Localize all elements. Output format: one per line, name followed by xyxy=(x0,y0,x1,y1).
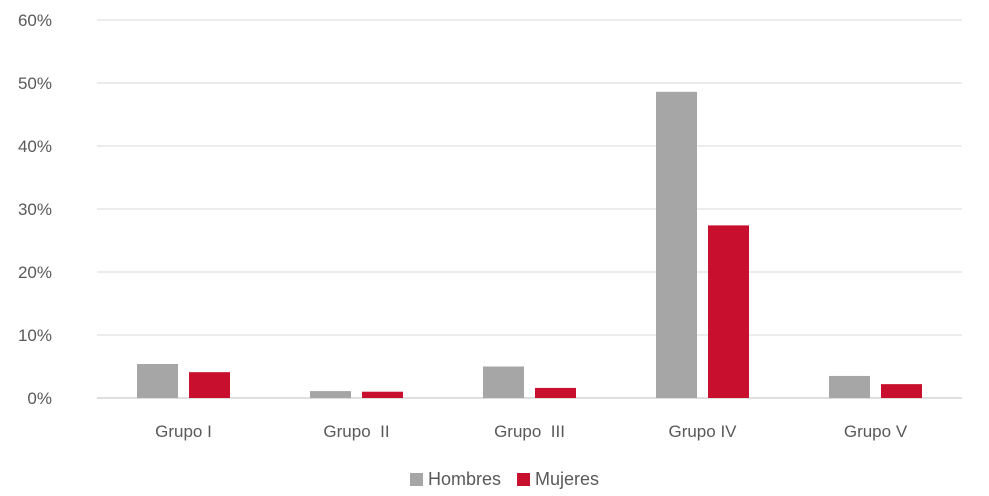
y-axis-tick-labels: 0% 10% 20% 30% 40% 50% 60% xyxy=(18,11,52,408)
bar-hombres-1 xyxy=(137,363,178,398)
x-category-label: Grupo IV xyxy=(668,422,737,441)
x-category-label: Grupo V xyxy=(844,422,908,441)
bars xyxy=(137,91,922,398)
legend-swatch-mujeres xyxy=(517,473,531,486)
legend: Hombres Mujeres xyxy=(410,469,599,489)
x-category-label: Grupo III xyxy=(494,422,565,441)
legend-label-mujeres: Mujeres xyxy=(535,469,599,489)
legend-label-hombres: Hombres xyxy=(428,469,501,489)
y-tick-label: 10% xyxy=(18,326,52,345)
bar-mujeres-1 xyxy=(189,372,230,398)
y-tick-label: 50% xyxy=(18,74,52,93)
bar-mujeres-4 xyxy=(708,225,749,398)
bar-hombres-3 xyxy=(483,366,524,398)
x-category-label: Grupo II xyxy=(323,422,389,441)
bar-hombres-4 xyxy=(656,91,697,398)
bar-hombres-2 xyxy=(310,391,351,398)
y-tick-label: 60% xyxy=(18,11,52,30)
bar-hombres-5 xyxy=(829,375,870,398)
x-category-label: Grupo I xyxy=(155,422,212,441)
gridlines xyxy=(97,19,962,399)
bar-mujeres-5 xyxy=(881,384,922,398)
y-tick-label: 0% xyxy=(27,389,52,408)
y-tick-label: 20% xyxy=(18,263,52,282)
x-axis-category-labels: Grupo I Grupo II Grupo III Grupo IV Grupo V xyxy=(155,422,908,441)
y-tick-label: 40% xyxy=(18,137,52,156)
y-tick-label: 30% xyxy=(18,200,52,219)
legend-swatch-hombres xyxy=(410,473,423,486)
bar-mujeres-2 xyxy=(362,391,403,398)
bar-mujeres-3 xyxy=(535,387,576,398)
